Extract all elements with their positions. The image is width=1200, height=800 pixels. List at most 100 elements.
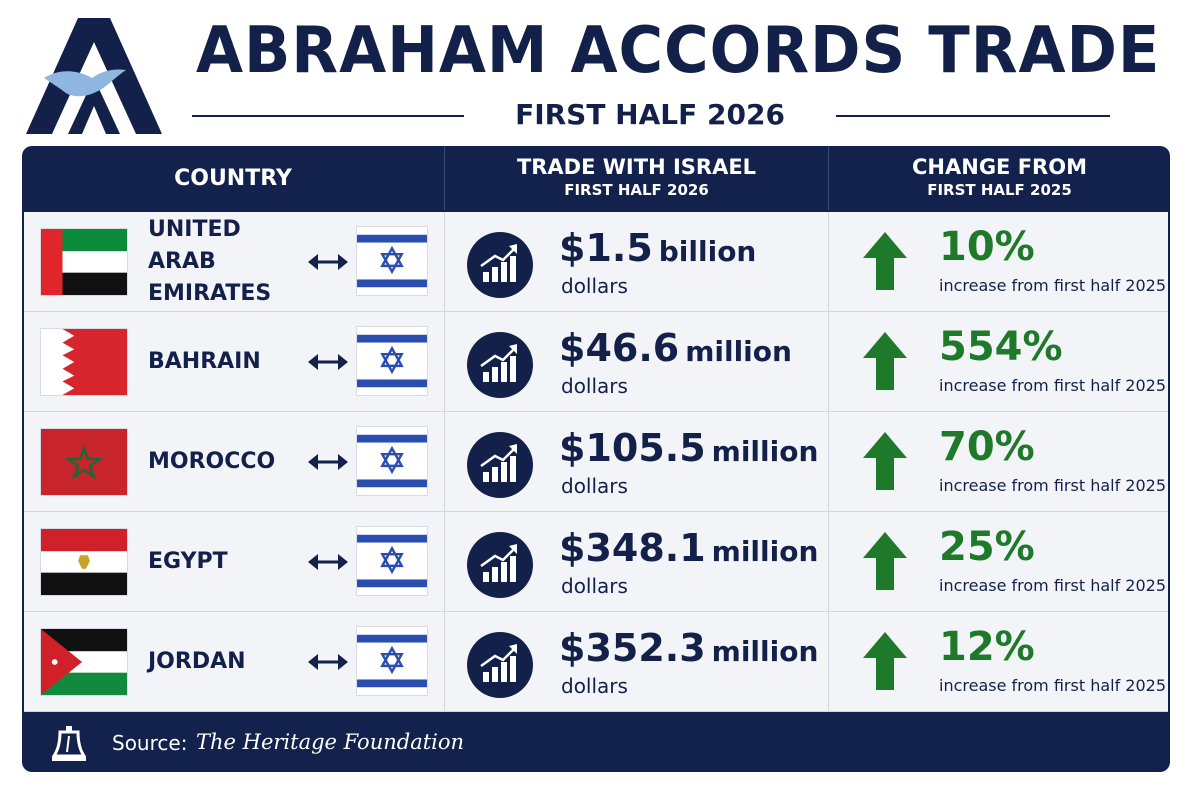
abraham-accords-logo [26,18,162,134]
change-note: increase from first half 2025 [939,676,1167,695]
column-header-trade-main: TRADE WITH ISRAEL [516,155,757,179]
change-percent: 10% [939,224,1035,270]
change-percent: 25% [939,524,1035,570]
change-note: increase from first half 2025 [939,576,1167,595]
column-header-change-sub: FIRST HALF 2025 [927,181,1072,199]
country-cell: JORDAN [24,612,444,711]
source-footer: Source: The Heritage Foundation [22,716,1170,772]
source-label: Source: [112,731,188,755]
trade-cell: $348.1 million dollars [444,512,828,611]
table-row: UNITED ARAB EMIRATES [24,212,1168,312]
flag-israel-icon [356,526,428,596]
source-name: The Heritage Foundation [196,730,465,754]
change-cell: 12% increase from first half 2025 [828,612,1168,711]
trade-currency: dollars [561,674,628,698]
flag-morocco-icon [40,428,128,496]
table-row: MOROCCO [24,412,1168,512]
double-arrow-icon [308,654,348,670]
growth-chart-icon [467,432,533,498]
trade-currency: dollars [561,574,628,598]
country-name: BAHRAIN [148,312,308,412]
liberty-bell-icon [52,726,86,761]
country-cell: UNITED ARAB EMIRATES [24,212,444,311]
up-arrow-icon [863,232,907,290]
trade-amount: $46.6 million [559,326,792,370]
column-header-country: COUNTRY [174,166,292,191]
double-arrow-icon [308,254,348,270]
trade-amount-value: $105.5 [559,426,706,470]
flag-jordan-icon [40,628,128,696]
change-percent: 12% [939,624,1035,670]
trade-currency: dollars [561,374,628,398]
table-body: UNITED ARAB EMIRATES [24,212,1168,712]
column-header-change: CHANGE FROM FIRST HALF 2025 [828,146,1170,210]
double-arrow-icon [308,554,348,570]
trade-amount: $348.1 million [559,526,818,570]
growth-chart-icon [467,332,533,398]
trade-amount-value: $1.5 [559,226,653,270]
change-cell: 554% increase from first half 2025 [828,312,1168,411]
change-percent: 554% [939,324,1063,370]
country-cell: BAHRAIN [24,312,444,411]
page-title: ABRAHAM ACCORDS TRADE [196,14,1161,88]
country-name-line1: EGYPT [148,549,228,574]
divider-line [836,115,1110,117]
trade-cell: $1.5 billion dollars [444,212,828,311]
flag-israel-icon [356,326,428,396]
flag-israel-icon [356,626,428,696]
country-name-line2: EMIRATES [148,281,272,306]
change-cell: 25% increase from first half 2025 [828,512,1168,611]
country-name-line1: JORDAN [148,649,246,674]
change-percent: 70% [939,424,1035,470]
country-cell: MOROCCO [24,412,444,511]
subtitle-row: FIRST HALF 2026 [192,98,1110,134]
change-note: increase from first half 2025 [939,476,1167,495]
trade-amount-value: $46.6 [559,326,680,370]
double-arrow-icon [308,354,348,370]
up-arrow-icon [863,332,907,390]
flag-uae-icon [40,228,128,296]
country-name-line1: BAHRAIN [148,349,261,374]
country-name: UNITED ARAB EMIRATES [148,212,308,312]
double-arrow-icon [308,454,348,470]
flag-israel-icon [356,426,428,496]
trade-amount-unit: million [711,435,819,468]
divider-line [192,115,464,117]
change-cell: 70% increase from first half 2025 [828,412,1168,511]
flag-bahrain-icon [40,328,128,396]
country-name: MOROCCO [148,412,308,512]
trade-cell: $46.6 million dollars [444,312,828,411]
trade-amount: $105.5 million [559,426,818,470]
trade-amount-value: $352.3 [559,626,706,670]
trade-currency: dollars [561,274,628,298]
trade-amount-unit: billion [658,235,757,268]
country-cell: EGYPT [24,512,444,611]
change-cell: 10% increase from first half 2025 [828,212,1168,311]
country-name-line1: UNITED ARAB [148,217,241,274]
column-header-trade: TRADE WITH ISRAEL FIRST HALF 2026 [444,146,828,210]
change-note: increase from first half 2025 [939,376,1167,395]
country-name-line1: MOROCCO [148,449,276,474]
country-name: JORDAN [148,612,308,712]
growth-chart-icon [467,232,533,298]
trade-amount-unit: million [711,635,819,668]
table-row: JORDAN [24,612,1168,712]
up-arrow-icon [863,432,907,490]
trade-table: COUNTRY TRADE WITH ISRAEL FIRST HALF 202… [22,146,1170,772]
table-header: COUNTRY TRADE WITH ISRAEL FIRST HALF 202… [22,146,1170,210]
trade-amount-unit: million [711,535,819,568]
growth-chart-icon [467,632,533,698]
up-arrow-icon [863,532,907,590]
trade-cell: $352.3 million dollars [444,612,828,711]
page-subtitle: FIRST HALF 2026 [515,98,785,131]
trade-amount: $1.5 billion [559,226,756,270]
trade-cell: $105.5 million dollars [444,412,828,511]
flag-egypt-icon [40,528,128,596]
country-name: EGYPT [148,512,308,612]
table-row: EGYPT [24,512,1168,612]
up-arrow-icon [863,632,907,690]
trade-amount-unit: million [685,335,792,368]
change-note: increase from first half 2025 [939,276,1167,295]
growth-chart-icon [467,532,533,598]
flag-israel-icon [356,226,428,296]
